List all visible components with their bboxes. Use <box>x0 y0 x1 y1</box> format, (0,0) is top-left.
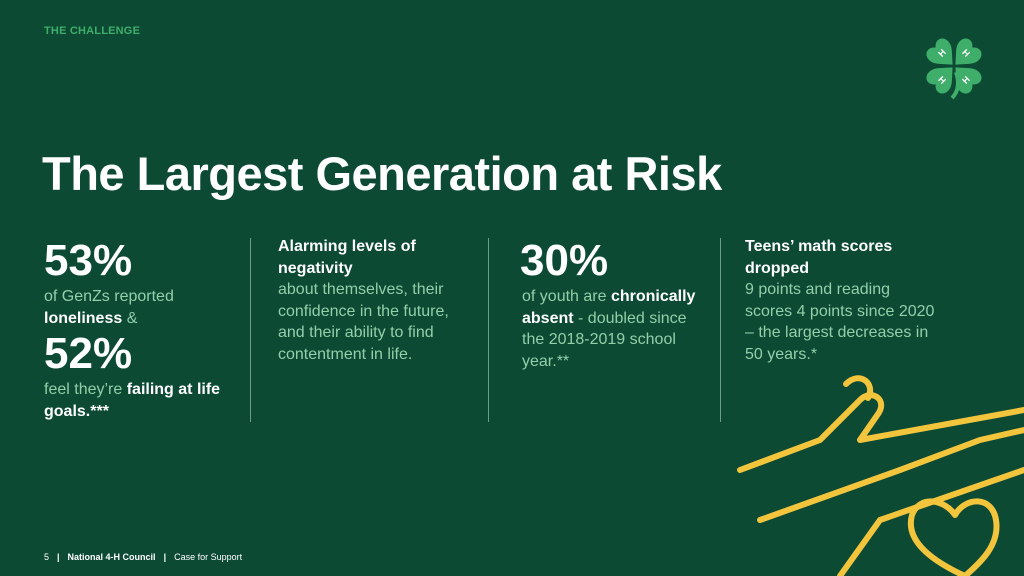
eyebrow: THE CHALLENGE <box>44 25 141 37</box>
stat-column: 53% of GenZs reported loneliness & 52% feel… <box>44 236 234 422</box>
stat-value: 52% <box>44 329 133 378</box>
text: - doubled since the 2018-2019 school yea… <box>522 309 687 370</box>
divider <box>720 238 721 422</box>
text: & <box>122 309 138 327</box>
divider <box>250 238 251 422</box>
page-number: 5 <box>44 552 50 562</box>
bold-text: Teens’ math scores dropped <box>745 238 893 277</box>
bold-text: Alarming levels of negativity <box>278 238 416 277</box>
text: about themselves, their confidence in th… <box>278 281 449 363</box>
paragraph: Teens’ math scores dropped <box>745 236 935 279</box>
paragraph: Alarming levels of negativity <box>278 236 468 279</box>
bold-text: failing at life goals.*** <box>44 381 221 420</box>
divider <box>488 238 489 422</box>
bold-text: loneliness <box>44 309 123 327</box>
stat-column: Alarming levels of negativity about thems… <box>278 236 468 365</box>
paragraph: 9 points and reading scores 4 points sin… <box>745 279 935 365</box>
organization: National 4-H Council <box>57 552 156 562</box>
bold-text: chronically absent <box>522 288 696 327</box>
hands-illustration <box>737 375 1024 576</box>
paragraph: about themselves, their confidence in th… <box>278 279 468 365</box>
stat-value: 53% <box>44 236 133 285</box>
document-name: Case for Support <box>164 552 242 562</box>
slide-title: The Largest Generation at Risk <box>42 147 722 200</box>
text: feel they’re <box>44 381 127 398</box>
footer: 5 National 4-H Council Case for Support <box>44 552 242 562</box>
paragraph: feel they’re failing at life goals.*** <box>44 379 234 422</box>
clover-logo: H H H H <box>926 38 982 100</box>
text: of GenZs reported <box>44 288 174 305</box>
svg-text:H: H <box>960 74 972 86</box>
paragraph: of GenZs reported loneliness & <box>44 286 234 329</box>
stat-column: Teens’ math scores dropped 9 points and r… <box>745 236 935 365</box>
text: of youth are <box>522 288 611 305</box>
text: 9 points and reading scores 4 points sin… <box>745 281 935 363</box>
svg-text:H: H <box>936 74 948 86</box>
stat-column: 30% of youth are chronically absent - dou… <box>520 236 710 372</box>
stat-value: 30% <box>520 236 609 285</box>
paragraph: of youth are chronically absent - double… <box>520 286 710 372</box>
svg-text:H: H <box>960 47 972 59</box>
svg-text:H: H <box>936 47 948 59</box>
